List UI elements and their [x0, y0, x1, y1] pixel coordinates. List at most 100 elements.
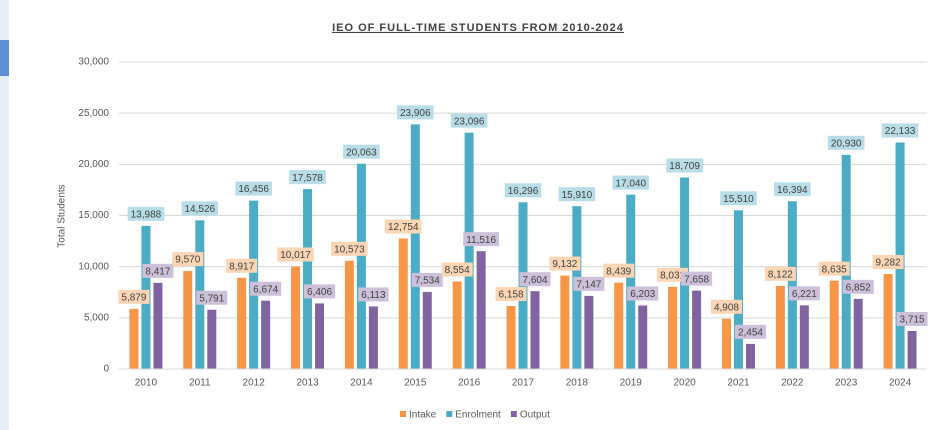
legend-label: Intake — [409, 410, 437, 421]
data-label-bg — [289, 170, 326, 185]
data-label-bg — [504, 183, 542, 198]
data-label: 7,604 — [522, 275, 547, 286]
data-label: 6,158 — [498, 290, 523, 301]
bar — [614, 282, 624, 369]
data-label-bg — [384, 219, 422, 234]
x-tick-label: 2020 — [673, 378, 696, 389]
data-label: 8,917 — [229, 261, 254, 272]
x-tick-label: 2018 — [566, 378, 589, 389]
data-label: 7,147 — [576, 280, 601, 291]
data-label-bg — [788, 286, 820, 301]
bar — [560, 275, 570, 369]
y-tick-label: 15,000 — [78, 210, 109, 221]
x-tick-label: 2015 — [404, 378, 427, 389]
y-axis-label: Total Students — [57, 184, 68, 247]
bar — [398, 238, 408, 369]
bar — [787, 201, 797, 369]
y-tick-label: 20,000 — [78, 159, 109, 170]
y-tick-label: 25,000 — [78, 108, 109, 119]
data-label-bg — [818, 261, 850, 276]
data-label-bg — [495, 286, 527, 301]
data-label-bg — [612, 175, 650, 190]
data-label-bg — [463, 232, 500, 247]
data-label: 6,221 — [792, 289, 817, 300]
data-label: 6,203 — [630, 289, 655, 300]
data-label: 8,635 — [822, 264, 847, 275]
x-tick-label: 2022 — [781, 378, 804, 389]
data-label-bg — [896, 311, 928, 326]
data-label: 7,534 — [415, 276, 440, 287]
data-label-bg — [411, 272, 443, 287]
legend-swatch — [446, 411, 453, 417]
data-label-bg — [519, 272, 551, 287]
data-label-bg — [226, 258, 258, 273]
bar — [368, 306, 378, 369]
bar — [410, 124, 420, 369]
bar — [344, 260, 354, 369]
data-label: 9,570 — [175, 255, 200, 266]
legend-swatch — [400, 411, 406, 417]
data-label-bg — [657, 267, 689, 282]
data-label-bg — [172, 252, 204, 267]
bar — [721, 318, 731, 369]
data-label-bg — [827, 135, 865, 150]
data-label-bg — [181, 201, 219, 216]
data-label: 14,526 — [185, 204, 216, 215]
data-label: 8,122 — [768, 270, 793, 281]
data-label: 15,910 — [562, 190, 593, 201]
x-tick-label: 2017 — [512, 378, 535, 389]
bar — [129, 308, 139, 369]
data-label: 23,096 — [454, 116, 485, 127]
x-tick-label: 2013 — [296, 378, 319, 389]
data-label-bg — [549, 256, 581, 271]
data-label: 8,439 — [606, 266, 631, 277]
bar — [261, 300, 271, 369]
y-tick-label: 30,000 — [78, 57, 109, 68]
bar — [183, 271, 193, 369]
data-label: 10,017 — [280, 250, 311, 261]
y-tick-label: 10,000 — [78, 261, 109, 272]
data-label: 5,791 — [199, 293, 224, 304]
data-label: 20,930 — [831, 138, 862, 149]
x-tick-label: 2023 — [835, 378, 858, 389]
x-tick-label: 2019 — [620, 378, 643, 389]
data-label-bg — [331, 241, 368, 256]
data-label: 20,063 — [346, 147, 377, 158]
sheet-strip — [0, 0, 9, 430]
bar — [907, 330, 917, 369]
bar — [733, 210, 743, 369]
legend-label: Output — [520, 410, 550, 421]
chart-title: IEO OF FULL-TIME STUDENTS FROM 2010-2024 — [332, 22, 624, 34]
bar — [668, 286, 678, 369]
data-label-bg — [235, 181, 272, 196]
data-label: 17,040 — [615, 178, 646, 189]
data-label: 16,394 — [777, 185, 808, 196]
data-label: 8,554 — [445, 265, 470, 276]
x-tick-label: 2024 — [889, 378, 912, 389]
x-tick-label: 2016 — [458, 378, 481, 389]
legend-swatch — [510, 411, 517, 417]
data-label: 6,406 — [307, 287, 332, 298]
data-label-bg — [250, 281, 282, 296]
data-label: 6,113 — [361, 290, 386, 301]
data-label: 6,852 — [846, 283, 871, 294]
bar — [291, 266, 301, 369]
legend-label: Enrolment — [455, 410, 501, 421]
y-tick-label: 0 — [103, 364, 109, 375]
data-label-bg — [881, 123, 919, 138]
data-label-bg — [558, 187, 596, 202]
data-label: 10,573 — [334, 244, 365, 255]
bar — [638, 305, 648, 369]
data-label-bg — [627, 286, 659, 301]
bar — [745, 343, 755, 369]
bar — [237, 277, 247, 369]
data-label: 5,879 — [121, 292, 146, 303]
bar — [356, 163, 366, 369]
data-label-bg — [441, 262, 473, 277]
data-label-bg — [196, 290, 228, 305]
data-label-bg — [720, 191, 757, 206]
data-label: 11,516 — [466, 235, 496, 246]
data-label: 8,417 — [145, 267, 170, 278]
data-label: 6,674 — [253, 284, 278, 295]
